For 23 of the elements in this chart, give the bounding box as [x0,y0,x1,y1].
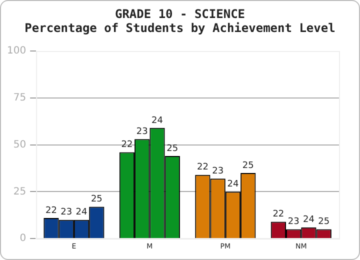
y-tick-label: 75 [13,92,26,104]
y-tick-label: 25 [13,186,26,198]
chart-title: GRADE 10 - SCIENCE [114,7,246,21]
text: 25 [242,160,254,171]
series-label: 24 [152,116,164,126]
text: 23 [288,217,300,228]
series-label: 22 [46,206,57,216]
y-tick-label: 100 [6,46,26,57]
text: 24 [227,180,239,190]
text: 23 [136,127,148,138]
text: 25 [90,194,102,205]
chart-subtitle: Percentage of Students by Achievement Level [24,21,336,35]
text: 22 [196,162,208,173]
y-tick-label: 0 [20,233,26,244]
text: 24 [76,208,88,218]
text: 22 [272,210,284,220]
text: 22 [121,140,133,150]
series-label: 25 [166,144,178,154]
y-tick-label: 50 [13,139,26,150]
text: 23 [212,166,224,176]
text: 25 [318,217,330,228]
text: 24 [302,215,314,226]
series-label: 23 [60,208,72,218]
